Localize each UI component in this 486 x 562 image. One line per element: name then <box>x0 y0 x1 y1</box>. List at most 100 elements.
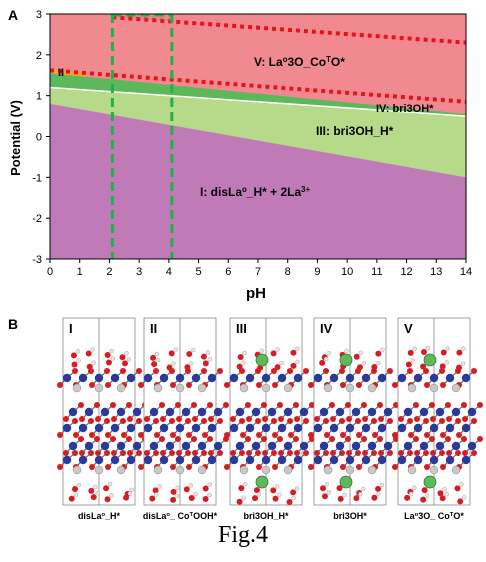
oxygen-atom <box>375 350 382 357</box>
cobalt-atom <box>245 455 255 465</box>
hydrogen-atom <box>193 491 198 497</box>
oxygen-atom <box>407 349 414 356</box>
cobalt-atom <box>419 441 429 451</box>
oxygen-atom <box>445 402 451 408</box>
hydrogen-atom <box>173 347 178 352</box>
hydrogen-atom <box>461 346 466 351</box>
oxygen-atom <box>202 495 209 502</box>
oxygen-atom <box>340 382 346 388</box>
cobalt-atom <box>94 455 104 465</box>
oxygen-atom <box>237 354 244 361</box>
cobalt-atom <box>413 423 423 433</box>
grey-atom <box>94 465 104 475</box>
oxygen-atom <box>138 382 144 388</box>
structure-panel-v: V Lao3O_ CoTO* <box>392 317 483 521</box>
hydrogen-atom <box>93 484 98 490</box>
hydrogen-atom <box>191 347 196 353</box>
lanthanum-atom <box>255 475 269 489</box>
oxygen-atom <box>294 416 300 422</box>
oxygen-atom <box>437 490 444 497</box>
cobalt-atom <box>345 423 355 433</box>
cobalt-atom <box>116 407 126 417</box>
x-tick-label: 9 <box>314 266 320 278</box>
hydrogen-atom <box>157 484 162 489</box>
oxygen-atom <box>105 432 111 438</box>
grey-atom <box>261 383 271 393</box>
x-tick-label: 4 <box>166 266 172 278</box>
oxygen-atom <box>319 359 326 366</box>
cobalt-atom <box>78 373 88 383</box>
oxygen-atom <box>136 450 142 456</box>
oxygen-atom <box>320 485 327 492</box>
oxygen-atom <box>186 382 192 388</box>
oxygen-atom <box>471 450 477 456</box>
cobalt-atom <box>62 373 72 383</box>
y-tick-label: 0 <box>36 132 42 144</box>
oxygen-atom <box>429 436 435 442</box>
hydrogen-atom <box>342 492 347 498</box>
oxygen-atom <box>345 436 351 442</box>
grey-atom <box>429 383 439 393</box>
oxygen-atom <box>201 450 207 456</box>
boundary-iii-iv <box>49 86 467 117</box>
hydrogen-atom <box>207 482 212 487</box>
hydrogen-atom <box>442 487 447 492</box>
hydrogen-atom <box>412 485 417 491</box>
oxygen-atom <box>272 382 278 388</box>
structure-panel-iv: IV bri3OH* <box>308 317 399 521</box>
cobalt-atom <box>175 373 185 383</box>
grey-atom <box>94 383 104 393</box>
oxygen-atom <box>277 436 283 442</box>
oxygen-atom <box>230 450 236 456</box>
cobalt-atom <box>313 373 323 383</box>
grey-atom <box>345 465 355 475</box>
oxygen-atom <box>424 432 430 438</box>
x-tick-label: 7 <box>255 266 261 278</box>
oxygen-atom <box>277 402 283 408</box>
hydrogen-atom <box>155 357 161 363</box>
oxygen-atom <box>154 432 160 438</box>
grey-atom <box>323 465 333 475</box>
hydrogen-atom <box>73 492 78 497</box>
x-tick-label: 0 <box>47 266 53 278</box>
oxygen-atom <box>336 485 343 492</box>
cobalt-atom <box>403 441 413 451</box>
oxygen-atom <box>170 382 176 388</box>
hydrogen-atom <box>295 359 300 365</box>
oxygen-atom <box>88 450 94 456</box>
hydrogen-atom <box>75 349 81 354</box>
cobalt-atom <box>143 373 153 383</box>
oxygen-atom <box>355 418 361 424</box>
oxygen-atom <box>271 450 277 456</box>
y-tick-label: 1 <box>36 91 42 103</box>
oxygen-atom <box>150 354 157 361</box>
oxygen-atom <box>120 418 126 424</box>
oxygen-atom <box>371 418 377 424</box>
oxygen-atom <box>429 402 435 408</box>
cobalt-atom <box>435 407 445 417</box>
cobalt-atom <box>313 423 323 433</box>
hydrogen-atom <box>291 495 296 501</box>
oxygen-atom <box>111 450 117 456</box>
cobalt-atom <box>110 373 120 383</box>
cobalt-atom <box>235 407 245 417</box>
y-axis-label: Potential (V) <box>8 100 23 176</box>
cobalt-atom <box>267 407 277 417</box>
oxygen-atom <box>272 464 278 470</box>
oxygen-atom <box>256 432 262 438</box>
oxygen-atom <box>217 450 223 456</box>
region-i-label: I: disLao_H* + 2La3+ <box>200 185 310 200</box>
hydrogen-atom <box>241 360 246 365</box>
oxygen-atom <box>321 493 328 500</box>
oxygen-atom <box>271 368 277 374</box>
oxygen-atom <box>239 368 245 374</box>
hydrogen-atom <box>76 358 81 363</box>
region-iii-label: III: bri3OH_H* <box>316 124 394 138</box>
oxygen-atom <box>153 418 159 424</box>
oxygen-atom <box>104 450 110 456</box>
oxygen-atom <box>274 364 281 371</box>
oxygen-atom <box>176 450 182 456</box>
oxygen-atom <box>461 402 467 408</box>
grey-atom <box>451 383 461 393</box>
